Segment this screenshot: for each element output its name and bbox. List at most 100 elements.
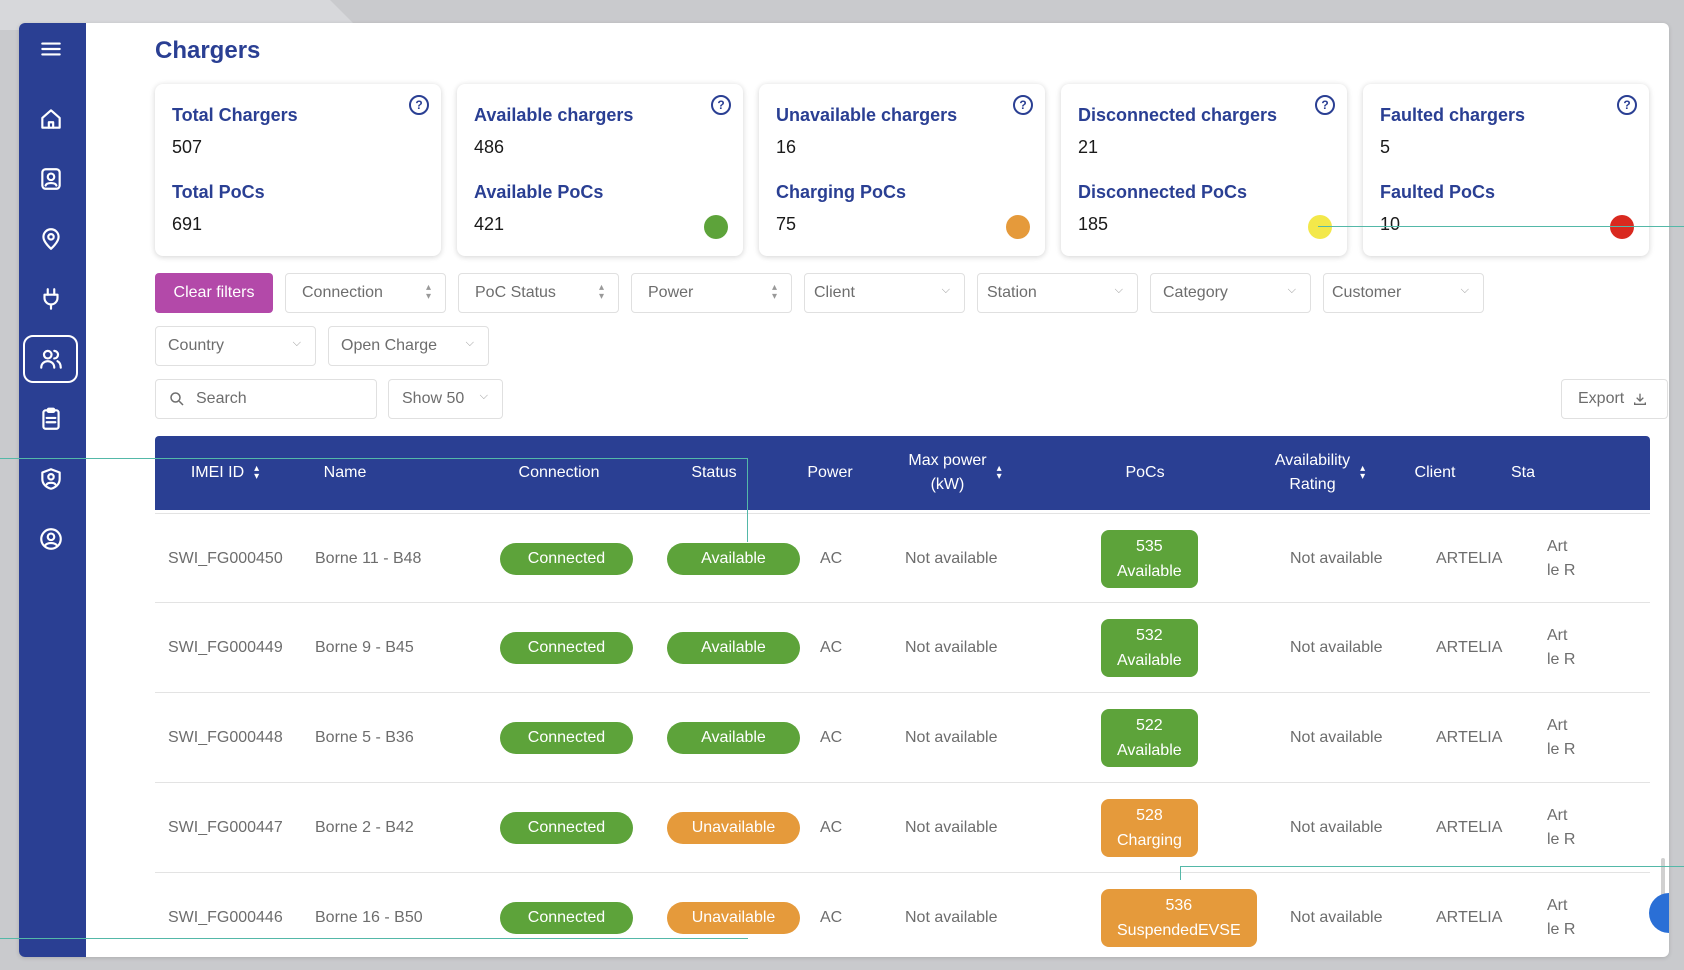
help-icon[interactable]: ? bbox=[1315, 95, 1335, 115]
col-station: Sta bbox=[1511, 436, 1551, 510]
card-unavailable-chargers: Unavailable chargers 16 Charging PoCs 75… bbox=[759, 84, 1045, 256]
connection-badge: Connected bbox=[500, 543, 633, 575]
contacts-icon[interactable] bbox=[23, 155, 78, 203]
power-filter[interactable]: Power ▴ ▾ bbox=[631, 273, 792, 313]
table-row[interactable]: SWI_FG000446 Borne 16 - B50 Connected Un… bbox=[155, 873, 1650, 957]
sort-arrows-icon: ▴ ▾ bbox=[425, 282, 431, 302]
main-content: Chargers Total Chargers 507 Total PoCs 6… bbox=[86, 23, 1669, 957]
location-pin-icon[interactable] bbox=[23, 215, 78, 263]
open-charge-filter[interactable]: Open Charge ⌵ bbox=[328, 326, 489, 366]
chat-button[interactable] bbox=[1649, 893, 1669, 933]
poc-status: Available bbox=[1117, 563, 1182, 580]
col-imei-id[interactable]: IMEI ID ▴ ▾ bbox=[175, 436, 275, 510]
station-line2: le R bbox=[1547, 921, 1576, 938]
card-title: Disconnected chargers bbox=[1078, 105, 1278, 125]
export-button[interactable]: Export bbox=[1561, 379, 1668, 419]
guide-line bbox=[747, 458, 748, 542]
connection-badge: Connected bbox=[500, 902, 633, 934]
col-label-line2: (kW) bbox=[930, 476, 965, 493]
table-row[interactable]: SWI_FG000447 Borne 2 - B42 Connected Una… bbox=[155, 783, 1650, 873]
poc-badge[interactable]: 522 Available bbox=[1101, 709, 1198, 767]
category-filter[interactable]: Category ⌵ bbox=[1150, 273, 1311, 313]
connection-filter[interactable]: Connection ▴ ▾ bbox=[285, 273, 446, 313]
imei-cell: SWI_FG000447 bbox=[168, 819, 283, 836]
scrollbar-thumb[interactable] bbox=[1661, 858, 1665, 918]
max-power-cell: Not available bbox=[905, 550, 998, 567]
search-input[interactable]: Search bbox=[155, 379, 377, 419]
poc-id: 535 bbox=[1135, 538, 1163, 555]
chevron-down-icon: ⌵ bbox=[1287, 284, 1296, 296]
col-status: Status bbox=[655, 436, 773, 510]
search-icon bbox=[170, 392, 184, 406]
name-cell: Borne 2 - B42 bbox=[315, 819, 414, 836]
filter-label: Category bbox=[1163, 284, 1228, 301]
shield-user-icon[interactable] bbox=[23, 455, 78, 503]
col-max-power[interactable]: Max power (kW) ▴ ▾ bbox=[890, 436, 1020, 510]
poc-badge[interactable]: 535 Available bbox=[1101, 530, 1198, 588]
card-title: Unavailable chargers bbox=[776, 105, 958, 125]
page-title: Chargers bbox=[155, 37, 261, 64]
station-cell: Art le R bbox=[1547, 714, 1577, 762]
show-count-select[interactable]: Show 50 ⌵ bbox=[388, 379, 503, 419]
client-filter[interactable]: Client ⌵ bbox=[804, 273, 965, 313]
sidebar bbox=[19, 23, 86, 957]
power-cell: AC bbox=[820, 550, 843, 567]
station-line2: le R bbox=[1547, 562, 1576, 579]
show-count-label: Show 50 bbox=[402, 390, 465, 407]
poc-badge[interactable]: 536 SuspendedEVSE bbox=[1101, 889, 1257, 947]
clipboard-icon[interactable] bbox=[23, 395, 78, 443]
col-label: Sta bbox=[1511, 464, 1536, 481]
power-cell: AC bbox=[820, 909, 843, 926]
card-subtitle: Total PoCs bbox=[172, 182, 265, 202]
card-subtitle: Available PoCs bbox=[474, 182, 604, 202]
col-label: Client bbox=[1414, 464, 1456, 481]
guide-line bbox=[1318, 226, 1684, 227]
help-icon[interactable]: ? bbox=[711, 95, 731, 115]
power-cell: AC bbox=[820, 819, 843, 836]
plug-icon[interactable] bbox=[23, 275, 78, 323]
status-dot-red bbox=[1610, 215, 1634, 239]
card-subvalue: 421 bbox=[474, 214, 505, 234]
max-power-cell: Not available bbox=[905, 729, 998, 746]
help-icon[interactable]: ? bbox=[409, 95, 429, 115]
table-row[interactable]: SWI_FG000449 Borne 9 - B45 Connected Ava… bbox=[155, 603, 1650, 693]
availability-cell: Not available bbox=[1290, 819, 1383, 836]
table-row[interactable]: SWI_FG000450 Borne 11 - B48 Connected Av… bbox=[155, 513, 1650, 603]
connection-badge: Connected bbox=[500, 812, 633, 844]
country-filter[interactable]: Country ⌵ bbox=[155, 326, 316, 366]
card-title: Available chargers bbox=[474, 105, 634, 125]
col-client: Client bbox=[1395, 436, 1475, 510]
card-title: Total Chargers bbox=[172, 105, 298, 125]
status-dot-green bbox=[704, 215, 728, 239]
users-icon[interactable] bbox=[23, 335, 78, 383]
poc-status: SuspendedEVSE bbox=[1117, 922, 1241, 939]
availability-cell: Not available bbox=[1290, 639, 1383, 656]
customer-filter[interactable]: Customer ⌵ bbox=[1323, 273, 1484, 313]
card-subtitle: Disconnected PoCs bbox=[1078, 182, 1248, 202]
poc-badge[interactable]: 528 Charging bbox=[1101, 799, 1198, 857]
sort-arrows-icon: ▴ ▾ bbox=[771, 282, 777, 302]
status-dot-orange bbox=[1006, 215, 1030, 239]
card-subvalue: 75 bbox=[776, 214, 797, 234]
user-circle-icon[interactable] bbox=[23, 515, 78, 563]
col-label: PoCs bbox=[1125, 464, 1165, 481]
card-total-chargers: Total Chargers 507 Total PoCs 691 ? bbox=[155, 84, 441, 256]
help-icon[interactable]: ? bbox=[1013, 95, 1033, 115]
sort-icon: ▴ ▾ bbox=[1360, 463, 1366, 482]
filter-label: Power bbox=[648, 284, 694, 301]
table-row[interactable]: SWI_FG000448 Borne 5 - B36 Connected Ava… bbox=[155, 693, 1650, 783]
poc-badge[interactable]: 532 Available bbox=[1101, 619, 1198, 677]
col-label: Max power (kW) bbox=[908, 449, 986, 497]
home-icon[interactable] bbox=[23, 95, 78, 143]
help-icon[interactable]: ? bbox=[1617, 95, 1637, 115]
export-label: Export bbox=[1578, 390, 1625, 407]
name-cell: Borne 5 - B36 bbox=[315, 729, 414, 746]
col-availability-rating[interactable]: Availability Rating ▴ ▾ bbox=[1255, 436, 1385, 510]
col-label: Availability Rating bbox=[1275, 449, 1350, 497]
clear-filters-button[interactable]: Clear filters bbox=[155, 273, 273, 313]
station-filter[interactable]: Station ⌵ bbox=[977, 273, 1138, 313]
poc-status-filter[interactable]: PoC Status ▴ ▾ bbox=[458, 273, 619, 313]
connection-badge: Connected bbox=[500, 722, 633, 754]
col-label-line1: Availability bbox=[1274, 452, 1351, 469]
menu-icon[interactable] bbox=[23, 25, 78, 73]
